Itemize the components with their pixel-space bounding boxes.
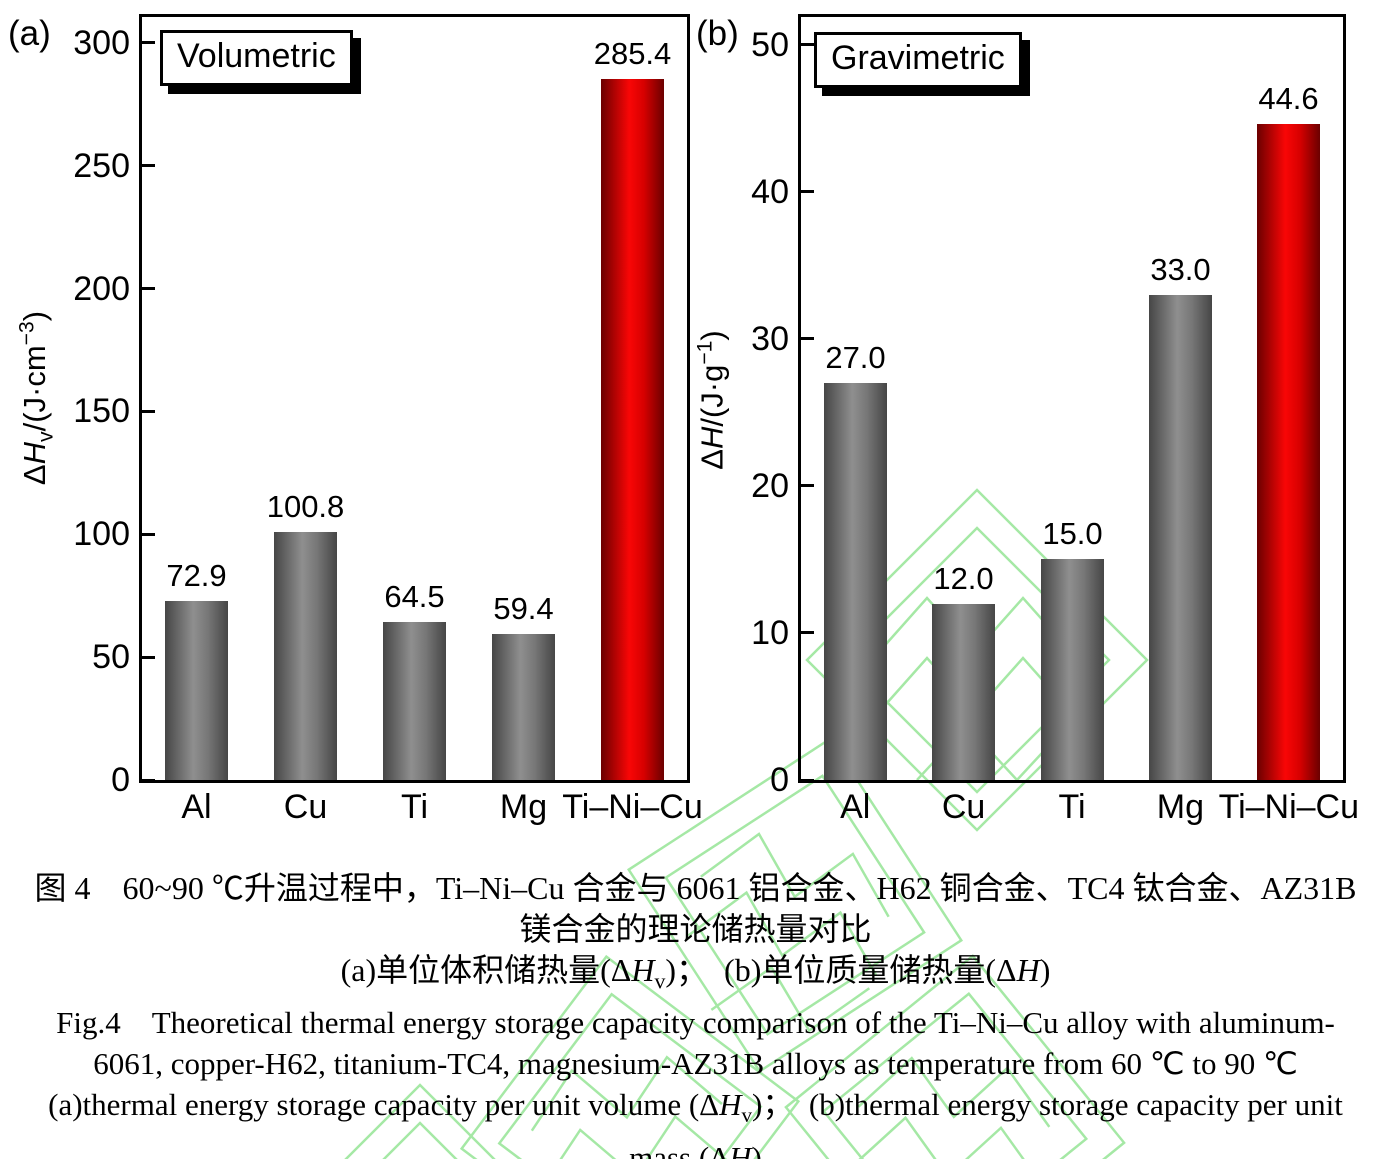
x-tick-label-ti-ni-cu: Ti–Ni–Cu bbox=[562, 788, 703, 826]
x-tick-label-mg: Mg bbox=[1156, 788, 1205, 826]
y-tick-label: 100 bbox=[73, 515, 130, 554]
y-tick-mark bbox=[142, 164, 155, 168]
bar-mg-gravimetric: 33.0 bbox=[1149, 252, 1212, 780]
y-tick-label: 50 bbox=[751, 25, 789, 64]
x-tick-label-al: Al bbox=[181, 788, 212, 826]
x-tick-label-mg: Mg bbox=[499, 788, 548, 826]
caption-en-line3: (a)thermal energy storage capacity per u… bbox=[0, 1084, 1391, 1136]
panel-label-a: (a) bbox=[8, 14, 51, 53]
h-symbol: H bbox=[729, 1139, 752, 1159]
x-tick-label-al: Al bbox=[840, 788, 871, 826]
bar-cu-gravimetric: 12.0 bbox=[932, 561, 995, 780]
subscript-v: v bbox=[741, 1103, 753, 1128]
y-tick-label: 40 bbox=[751, 172, 789, 211]
x-tick-label-cu: Cu bbox=[283, 788, 328, 826]
y-tick-mark bbox=[142, 655, 155, 659]
bar-ti-volumetric: 64.5 bbox=[383, 579, 446, 780]
y-tick-mark bbox=[801, 43, 814, 47]
bar-ti-ni-cu-gravimetric: 44.6 bbox=[1257, 81, 1320, 780]
bar-value-label: 15.0 bbox=[1042, 516, 1103, 551]
bar-ti-gravimetric: 15.0 bbox=[1041, 516, 1104, 780]
y-tick-label: 0 bbox=[111, 761, 130, 799]
bar-value-label: 12.0 bbox=[933, 561, 994, 596]
x-tick-labels-a: Al Cu Ti Mg Ti–Ni–Cu bbox=[142, 788, 702, 834]
h-symbol: H bbox=[719, 1087, 742, 1123]
y-tick-labels-a: 0 50 100 150 200 250 300 bbox=[0, 17, 130, 799]
bar-value-label: 64.5 bbox=[384, 579, 445, 614]
y-tick-label: 20 bbox=[751, 466, 789, 505]
y-tick-mark bbox=[142, 778, 155, 782]
y-tick-mark bbox=[801, 190, 814, 194]
bar-value-label: 44.6 bbox=[1258, 81, 1319, 116]
caption-en-line1: Fig.4 Theoretical thermal energy storage… bbox=[56, 1005, 1335, 1041]
caption-text: ) bbox=[751, 1139, 762, 1159]
y-tick-label: 0 bbox=[770, 761, 789, 799]
bar-mg-volumetric: 59.4 bbox=[492, 591, 555, 780]
y-tick-label: 50 bbox=[92, 638, 130, 677]
panel-label-b: (b) bbox=[696, 14, 739, 53]
plot-area-volumetric: 72.9 100.8 64.5 59.4 285.4 Volumetric bbox=[139, 14, 690, 783]
y-tick-mark bbox=[801, 778, 814, 782]
caption-text: mass (Δ bbox=[629, 1139, 730, 1159]
x-tick-label-ti: Ti bbox=[400, 788, 429, 826]
y-tick-label: 30 bbox=[751, 319, 789, 358]
bar-al-volumetric: 72.9 bbox=[165, 558, 228, 780]
caption-text: (a)单位体积储热量(Δ bbox=[340, 952, 632, 988]
caption-en-line4: mass (ΔH) bbox=[0, 1137, 1391, 1159]
x-tick-label-ti-ni-cu: Ti–Ni–Cu bbox=[1218, 788, 1360, 826]
figure-caption: 图 4 60~90 ℃升温过程中，Ti–Ni–Cu 合金与 6061 铝合金、H… bbox=[0, 868, 1391, 1159]
y-tick-mark bbox=[801, 631, 814, 635]
y-tick-label: 200 bbox=[73, 269, 130, 308]
caption-text: )； (b)thermal energy storage capacity pe… bbox=[752, 1087, 1343, 1123]
bar-value-label: 33.0 bbox=[1150, 252, 1211, 287]
bar-al-gravimetric: 27.0 bbox=[824, 340, 887, 780]
y-tick-label: 150 bbox=[73, 392, 130, 431]
legend-volumetric: Volumetric bbox=[160, 30, 353, 86]
caption-zh-line2: 镁合金的理论储热量对比 bbox=[519, 911, 872, 947]
y-tick-mark bbox=[142, 409, 155, 413]
y-tick-mark bbox=[142, 41, 155, 45]
caption-zh-line1: 图 4 60~90 ℃升温过程中，Ti–Ni–Cu 合金与 6061 铝合金、H… bbox=[34, 870, 1357, 906]
y-tick-mark bbox=[142, 287, 155, 291]
bar-cu-volumetric: 100.8 bbox=[267, 489, 344, 780]
y-tick-mark bbox=[142, 532, 155, 536]
bar-value-label: 27.0 bbox=[825, 340, 886, 375]
caption-text: ) bbox=[1039, 952, 1051, 988]
y-tick-mark bbox=[801, 337, 814, 341]
y-tick-label: 250 bbox=[73, 146, 130, 185]
bar-value-label: 285.4 bbox=[593, 36, 672, 71]
caption-text: (a)thermal energy storage capacity per u… bbox=[48, 1087, 720, 1123]
bar-value-label: 72.9 bbox=[166, 558, 227, 593]
y-tick-label: 10 bbox=[751, 613, 789, 652]
y-tick-labels-b: 0 10 20 30 40 50 bbox=[660, 17, 789, 799]
caption-text: )； (b)单位质量储热量(Δ bbox=[665, 952, 1017, 988]
bar-value-label: 100.8 bbox=[266, 489, 345, 524]
h-symbol: H bbox=[631, 952, 655, 988]
bar-ti-ni-cu-volumetric: 285.4 bbox=[594, 36, 671, 780]
legend-gravimetric: Gravimetric bbox=[814, 32, 1022, 88]
subscript-v: v bbox=[654, 969, 666, 994]
plot-area-gravimetric: 27.0 12.0 15.0 33.0 44.6 Gravimetric bbox=[798, 14, 1346, 783]
caption-en-line2: 6061, copper-H62, titanium-TC4, magnesiu… bbox=[93, 1046, 1298, 1082]
y-tick-mark bbox=[801, 484, 814, 488]
y-tick-label: 300 bbox=[73, 23, 130, 62]
caption-zh-line3: (a)单位体积储热量(ΔHv)； (b)单位质量储热量(ΔH) bbox=[0, 950, 1391, 1002]
x-tick-labels-b: Al Cu Ti Mg Ti–Ni–Cu bbox=[801, 788, 1359, 834]
x-tick-label-cu: Cu bbox=[941, 788, 986, 826]
x-tick-label-ti: Ti bbox=[1058, 788, 1086, 826]
bar-value-label: 59.4 bbox=[493, 591, 554, 626]
h-symbol: H bbox=[1016, 952, 1040, 988]
